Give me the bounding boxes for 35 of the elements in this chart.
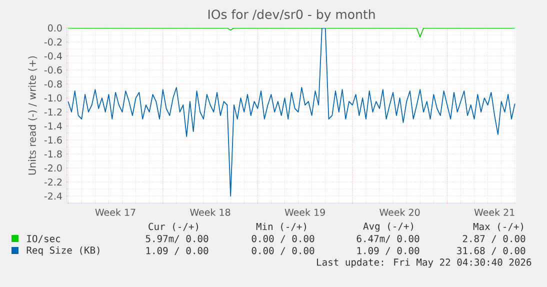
text: 31.68 / 0.00 <box>457 246 526 256</box>
text: 6.47m/ 0.00 <box>356 234 420 244</box>
text: Last update: Fri May 22 04:30:40 2026 <box>317 258 532 268</box>
text: 0.00 / 0.00 <box>252 234 314 244</box>
y-tick-label: -1.4 <box>44 122 62 130</box>
y-tick-label: -0.6 <box>44 66 62 74</box>
x-tick-label: Week 21 <box>474 208 514 216</box>
y-tick-label: -2.2 <box>44 178 62 186</box>
y-tick-label: -0.4 <box>44 52 62 60</box>
text: Min (-/+) <box>256 222 306 232</box>
text: 5.97m/ 0.00 <box>146 234 208 244</box>
y-axis-title: Units read (-) / write (+) <box>28 56 38 175</box>
x-tick-label: Week 20 <box>380 208 420 216</box>
y-tick-label: -2.0 <box>44 164 62 172</box>
legend-label: Req Size (KB) <box>26 246 100 256</box>
text: 1.09 / 0.00 <box>146 246 208 256</box>
y-tick-label: -2.4 <box>44 192 62 200</box>
text: Avg (-/+) <box>363 222 414 232</box>
text: Cur (-/+) <box>148 222 198 232</box>
text: 1.09 / 0.00 <box>357 246 420 256</box>
y-tick-label: -1.6 <box>44 136 62 144</box>
x-tick-label: Week 17 <box>95 208 136 216</box>
y-tick-label: -1.0 <box>44 94 62 102</box>
text: Max (-/+) <box>473 222 524 232</box>
x-tick-label: Week 18 <box>190 208 230 216</box>
y-tick-label: -1.8 <box>44 150 62 158</box>
y-tick-label: -0.2 <box>44 38 62 46</box>
text: 0.00 / 0.00 <box>252 246 314 256</box>
text: 2.87 / 0.00 <box>462 234 526 244</box>
x-tick-label: Week 19 <box>284 208 325 216</box>
legend-label: IO/sec <box>27 234 60 244</box>
y-tick-label: 0.0 <box>48 24 62 32</box>
y-tick-label: -1.2 <box>44 108 62 116</box>
chart-title: IOs for /dev/sr0 - by month <box>208 9 375 22</box>
y-tick-label: -0.8 <box>44 80 62 88</box>
